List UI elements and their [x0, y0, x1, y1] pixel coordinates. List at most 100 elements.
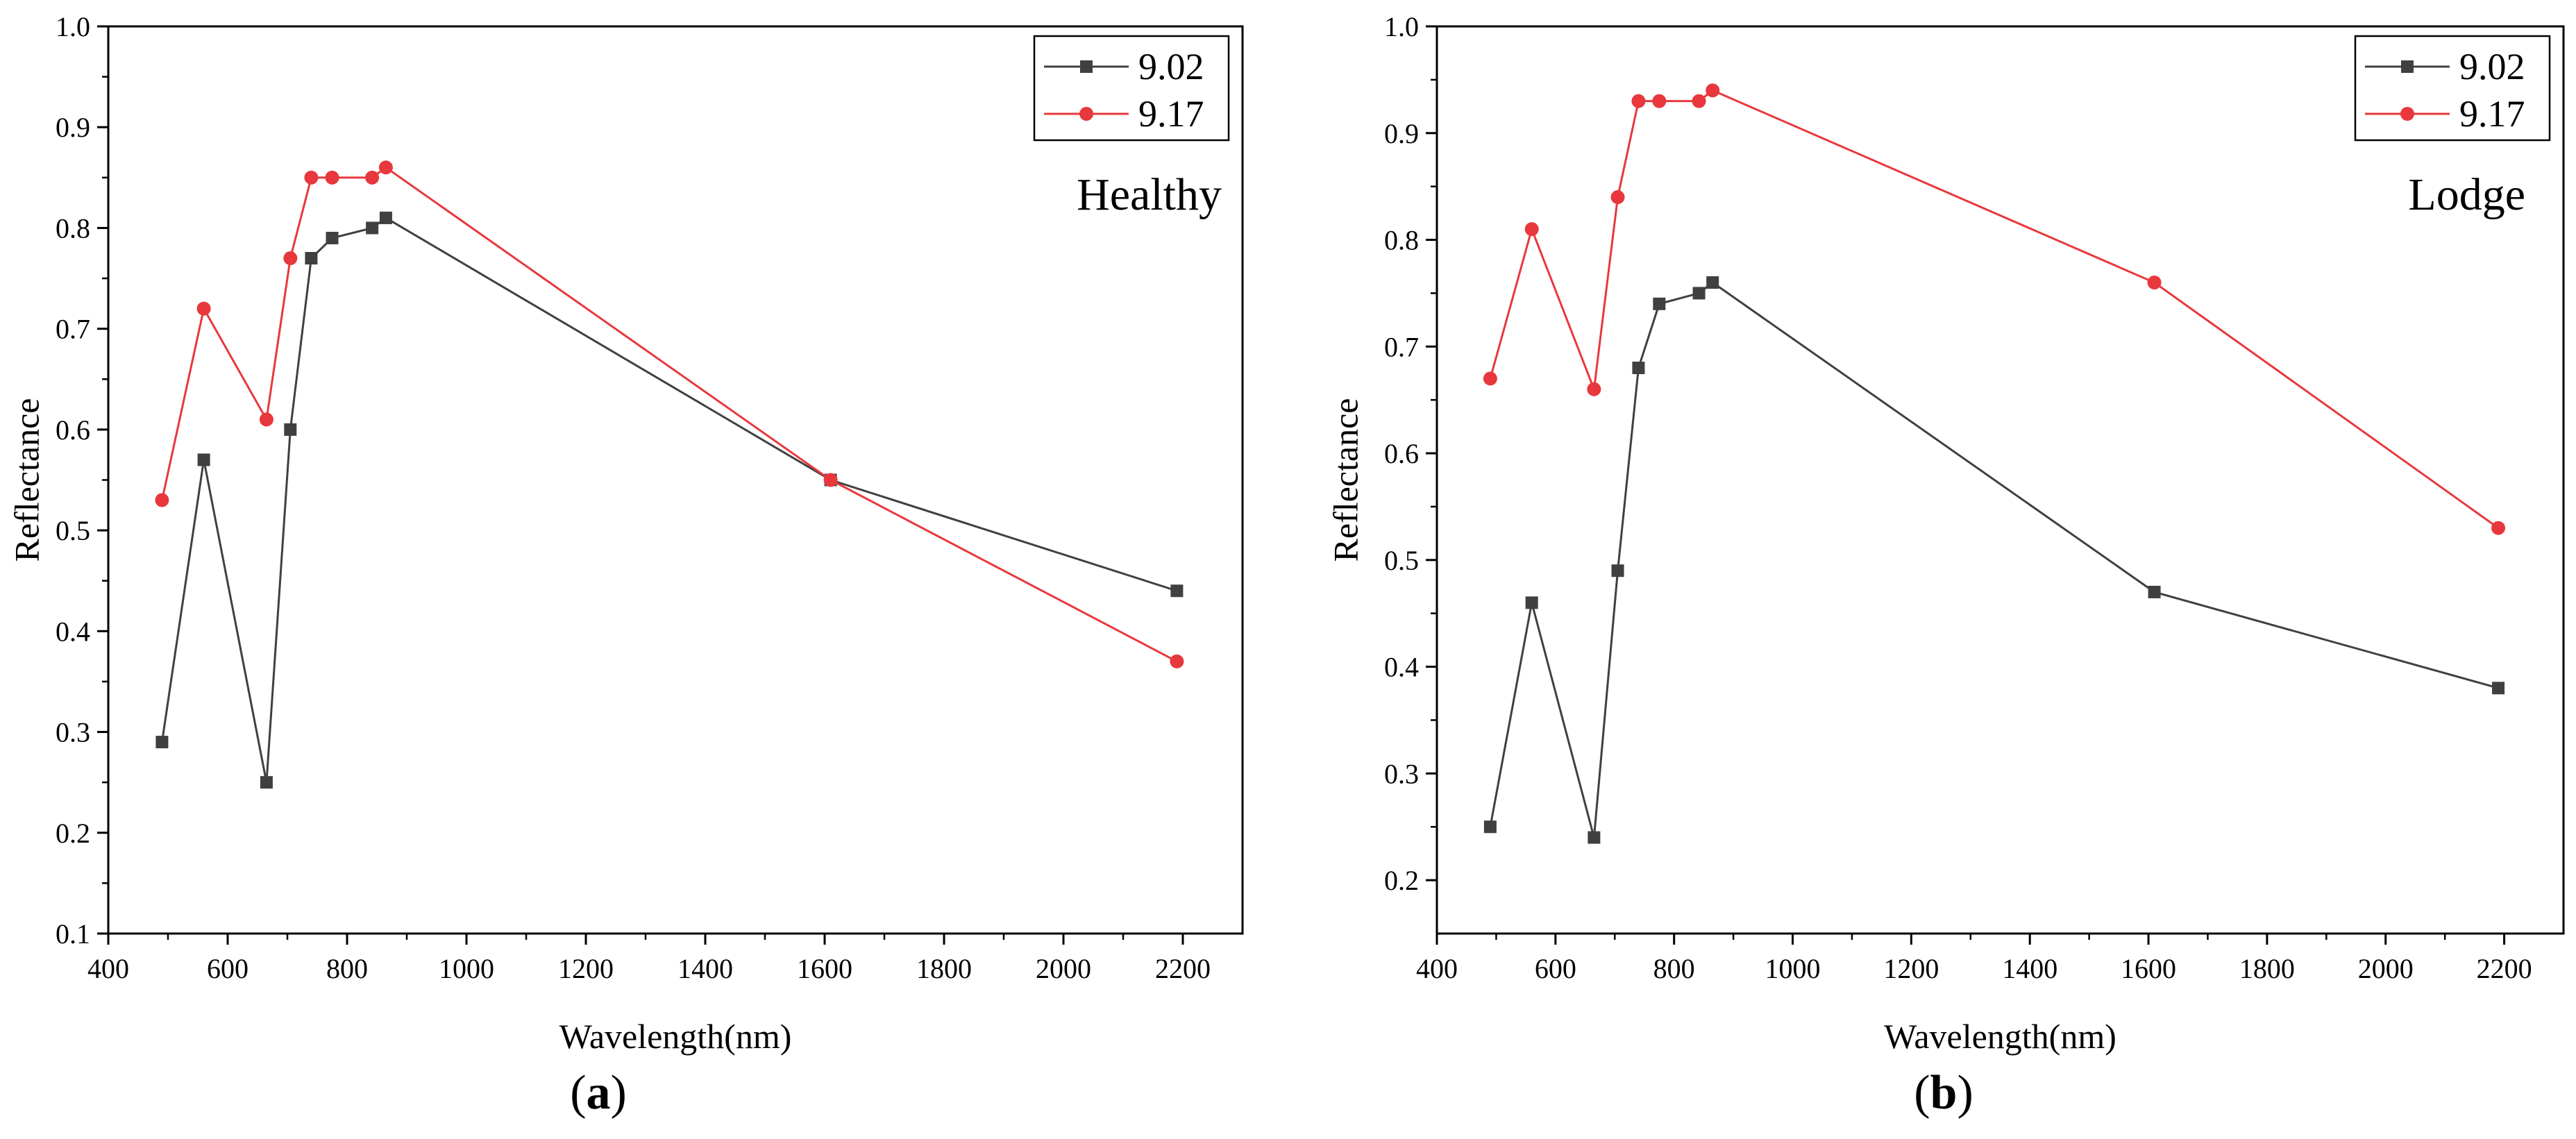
data-point — [2148, 585, 2161, 598]
data-point — [2147, 276, 2162, 290]
x-tick-label: 1600 — [797, 953, 852, 984]
data-point — [260, 776, 273, 789]
data-point — [1706, 83, 1720, 98]
x-tick-label: 1400 — [2002, 953, 2057, 984]
x-tick-label: 800 — [326, 953, 368, 984]
x-tick-label: 800 — [1653, 953, 1695, 984]
data-point — [1692, 287, 1706, 300]
plot-frame — [107, 25, 1244, 935]
x-tick-label: 1400 — [677, 953, 733, 984]
data-point — [1483, 371, 1497, 386]
y-tick-label: 0.2 — [1384, 865, 1419, 896]
data-point — [304, 170, 319, 185]
y-tick-label: 0.5 — [56, 515, 90, 546]
data-point — [1631, 94, 1646, 108]
data-point — [2491, 521, 2506, 535]
chart-annotation: Lodge — [2408, 169, 2525, 220]
data-point — [1632, 362, 1645, 375]
y-tick-label: 0.9 — [1384, 118, 1419, 149]
chart-panel-a: 400 600 800 1000 1200 1400 1600 1800 2000 2200 0.1… — [8, 11, 1244, 1056]
data-point — [326, 231, 339, 244]
panel-caption-a: (a) — [570, 1066, 627, 1120]
data-point — [366, 221, 379, 235]
x-tick-label: 1200 — [1883, 953, 1939, 984]
legend-label: 9.17 — [1138, 93, 1204, 135]
series-line-9.02 — [160, 217, 1177, 783]
y-tick-label: 1.0 — [1384, 11, 1419, 42]
data-point — [365, 170, 380, 185]
data-point — [155, 493, 169, 507]
chart-panel-b: 400 600 800 1000 1200 1400 1600 1800 2000 2200 0.2… — [1327, 11, 2565, 1056]
data-point — [1587, 382, 1601, 396]
data-point — [305, 252, 318, 265]
data-point — [1653, 297, 1666, 310]
data-point — [2492, 682, 2505, 695]
data-point — [823, 473, 838, 487]
y-tick-label: 0.8 — [1384, 225, 1419, 256]
x-tick-label: 2000 — [1036, 953, 1091, 984]
y-tick-label: 1.0 — [56, 11, 90, 42]
data-point — [1525, 596, 1538, 609]
x-tick-label: 2000 — [2358, 953, 2414, 984]
data-point — [1524, 222, 1539, 237]
data-point — [155, 736, 169, 749]
y-tick-label: 0.8 — [56, 212, 90, 244]
data-point — [325, 170, 339, 185]
legend-marker — [2400, 107, 2414, 121]
data-point — [1610, 190, 1625, 205]
x-tick-label: 1200 — [558, 953, 614, 984]
series-line-9.02 — [1489, 281, 2499, 838]
x-tick-label: 2200 — [2477, 953, 2532, 984]
x-axis-title: Wavelength(nm) — [1884, 1017, 2116, 1056]
series-line-9.17 — [160, 166, 1178, 663]
data-point — [1170, 654, 1184, 668]
x-tick-label: 400 — [1416, 953, 1458, 984]
x-tick-label: 400 — [87, 953, 129, 984]
x-axis-title: Wavelength(nm) — [559, 1017, 792, 1056]
data-point — [284, 423, 297, 436]
panel-caption-b: (b) — [1914, 1066, 1973, 1120]
x-tick-label: 600 — [207, 953, 249, 984]
legend-label: 9.02 — [1138, 46, 1204, 87]
y-axis-title: Reflectance — [1327, 398, 1365, 562]
y-tick-label: 0.7 — [1384, 331, 1419, 362]
panel-letter-a: a — [586, 1066, 611, 1120]
y-tick-label: 0.6 — [1384, 438, 1419, 469]
y-tick-label: 0.2 — [56, 818, 90, 849]
data-point — [1483, 820, 1497, 834]
x-tick-label: 1000 — [439, 953, 494, 984]
data-point — [283, 251, 298, 266]
chart-annotation: Healthy — [1077, 169, 1222, 220]
plot-frame — [1436, 25, 2565, 935]
y-axis-title: Reflectance — [8, 398, 47, 562]
legend-box — [2354, 35, 2551, 142]
data-point — [1692, 94, 1706, 108]
y-tick-label: 0.1 — [56, 918, 90, 950]
legend-marker — [1079, 107, 1093, 121]
x-tick-label: 1600 — [2121, 953, 2176, 984]
data-point — [196, 301, 211, 316]
legend-marker — [1080, 60, 1093, 73]
data-point — [1170, 584, 1184, 598]
legend-label: 9.17 — [2459, 93, 2525, 135]
data-point — [378, 160, 393, 175]
x-tick-label: 1800 — [916, 953, 972, 984]
y-tick-label: 0.4 — [1384, 652, 1419, 683]
x-tick-label: 1800 — [2239, 953, 2295, 984]
x-tick-label: 1000 — [1765, 953, 1821, 984]
data-point — [1706, 276, 1719, 289]
data-point — [1652, 94, 1667, 108]
data-point — [1588, 831, 1601, 844]
y-tick-label: 0.7 — [56, 314, 90, 345]
legend-marker — [2401, 60, 2414, 73]
panel-letter-b: b — [1930, 1066, 1958, 1120]
series-line-9.17 — [1489, 89, 2499, 529]
data-point — [379, 211, 392, 224]
data-point — [1611, 564, 1624, 577]
y-tick-label: 0.6 — [56, 414, 90, 446]
legend-box — [1033, 35, 1230, 142]
y-tick-label: 0.3 — [56, 717, 90, 748]
y-tick-label: 0.9 — [56, 112, 90, 143]
x-tick-label: 2200 — [1155, 953, 1211, 984]
